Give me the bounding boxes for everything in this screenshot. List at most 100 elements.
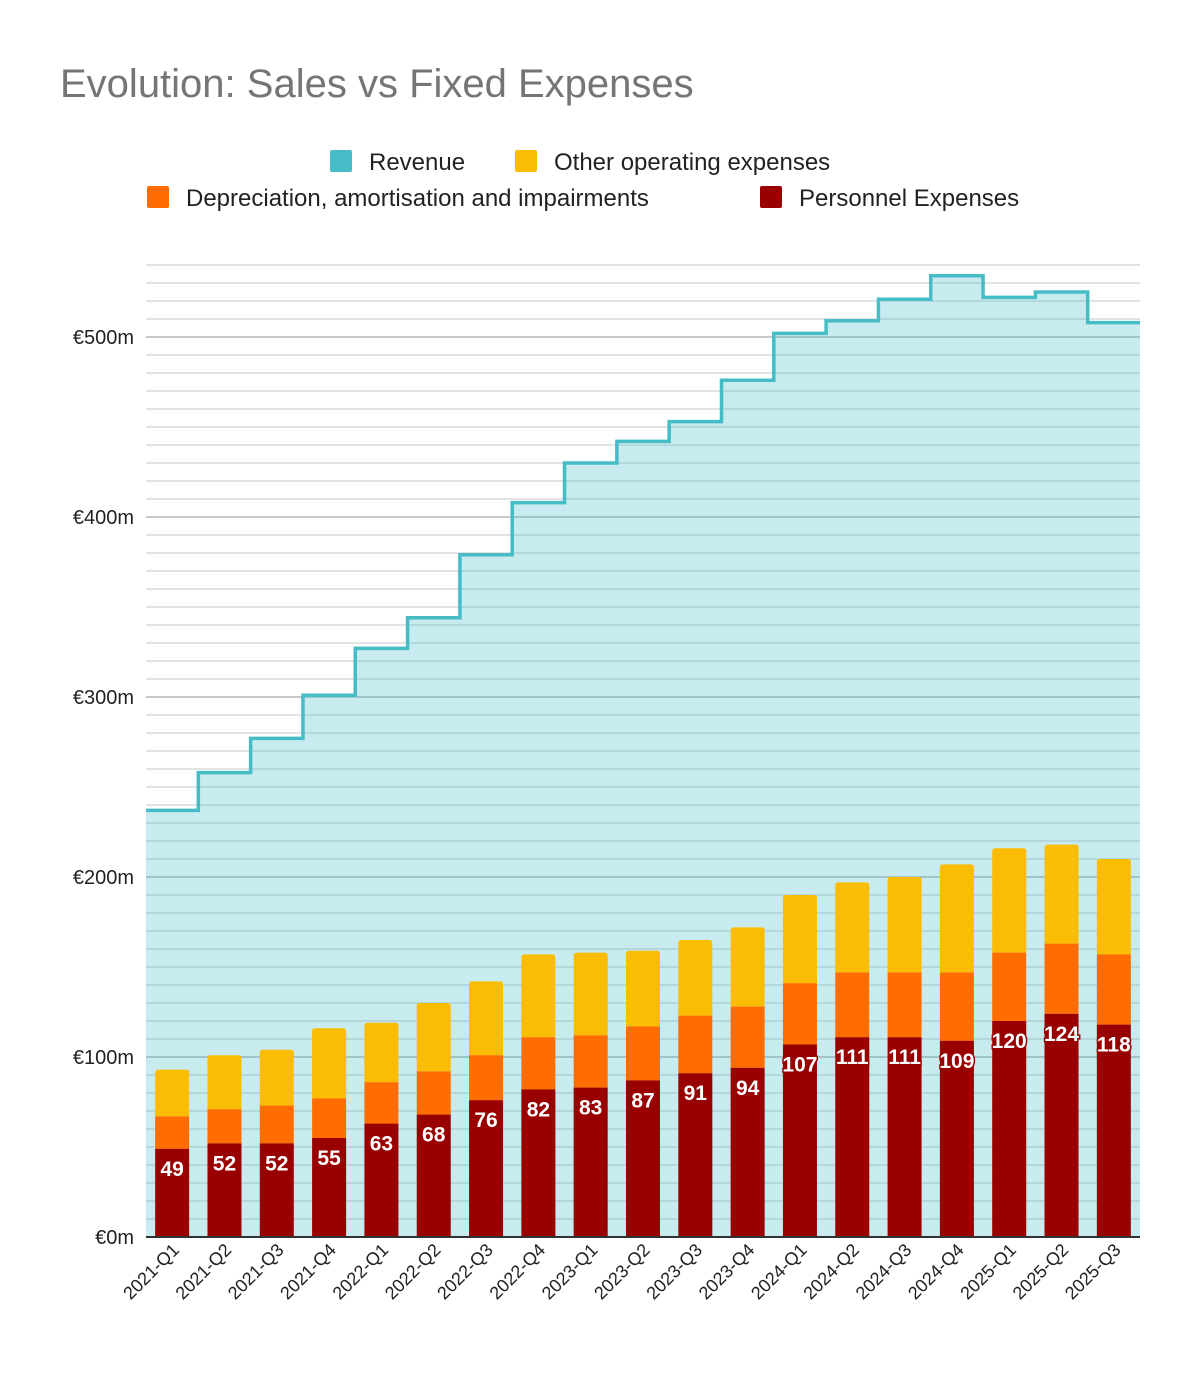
data-label: 91 bbox=[684, 1082, 708, 1105]
y-tick-label: €100m bbox=[73, 1047, 134, 1069]
bar-depreciation bbox=[730, 1006, 765, 1068]
data-label: 107 bbox=[782, 1053, 817, 1076]
bar-depreciation bbox=[782, 983, 817, 1045]
bar-depreciation bbox=[573, 1035, 608, 1088]
y-axis: €0m €100m €200m €300m €400m €500m bbox=[73, 327, 134, 1249]
bar-other-operating-expenses bbox=[992, 848, 1027, 953]
bars: 49 52 52 55 63 68 76 82 83 87 91 94 107 111 111 109 120 1… bbox=[155, 844, 1133, 1237]
bar-other-operating-expenses bbox=[469, 981, 504, 1056]
bar-depreciation bbox=[835, 972, 870, 1038]
bar-depreciation bbox=[416, 1071, 451, 1115]
x-tick-label: 2021-Q3 bbox=[224, 1240, 288, 1304]
x-tick-label: 2024-Q3 bbox=[852, 1240, 916, 1304]
bar-personnel-expenses bbox=[155, 1148, 190, 1237]
x-tick-label: 2022-Q4 bbox=[486, 1240, 550, 1304]
bar-personnel-expenses bbox=[521, 1089, 556, 1237]
bar-personnel-expenses bbox=[782, 1044, 817, 1237]
bar-depreciation bbox=[312, 1098, 347, 1138]
data-label: 52 bbox=[213, 1152, 236, 1175]
bar-personnel-expenses bbox=[259, 1143, 294, 1237]
bar-depreciation bbox=[207, 1109, 242, 1144]
legend-swatch bbox=[330, 150, 352, 172]
legend-label: Revenue bbox=[369, 149, 465, 176]
bar-depreciation bbox=[364, 1082, 399, 1124]
bar-personnel-expenses bbox=[992, 1021, 1027, 1237]
bar-personnel-expenses bbox=[1044, 1013, 1079, 1237]
legend-label: Depreciation, amortisation and impairmen… bbox=[186, 185, 649, 212]
data-label: 76 bbox=[474, 1109, 497, 1132]
data-label: 63 bbox=[370, 1133, 393, 1156]
bar-other-operating-expenses bbox=[730, 927, 765, 1007]
data-label: 118 bbox=[1097, 1034, 1131, 1057]
data-label: 68 bbox=[422, 1124, 446, 1147]
bar-personnel-expenses bbox=[364, 1123, 399, 1237]
y-tick-label: €400m bbox=[73, 507, 134, 529]
bar-other-operating-expenses bbox=[312, 1028, 347, 1099]
bar-depreciation bbox=[521, 1037, 556, 1090]
x-tick-label: 2023-Q1 bbox=[538, 1240, 602, 1304]
data-label: 55 bbox=[317, 1147, 341, 1170]
x-tick-label: 2024-Q4 bbox=[904, 1240, 968, 1304]
bar-other-operating-expenses bbox=[364, 1022, 399, 1083]
bar-personnel-expenses bbox=[573, 1087, 608, 1237]
bar-other-operating-expenses bbox=[678, 940, 713, 1016]
x-tick-label: 2023-Q3 bbox=[642, 1240, 706, 1304]
bar-depreciation bbox=[155, 1116, 190, 1149]
x-tick-label: 2022-Q1 bbox=[329, 1240, 393, 1304]
bar-depreciation bbox=[887, 972, 922, 1038]
bar-personnel-expenses bbox=[887, 1037, 922, 1237]
x-tick-label: 2025-Q3 bbox=[1061, 1240, 1125, 1304]
legend-label: Personnel Expenses bbox=[799, 185, 1019, 212]
bar-depreciation bbox=[1096, 954, 1131, 1025]
x-tick-label: 2021-Q2 bbox=[172, 1240, 236, 1304]
data-label: 83 bbox=[579, 1097, 602, 1120]
x-tick-label: 2024-Q1 bbox=[747, 1240, 811, 1304]
data-label: 94 bbox=[736, 1077, 760, 1100]
bar-personnel-expenses bbox=[678, 1073, 713, 1237]
chart-title: Evolution: Sales vs Fixed Expenses bbox=[60, 62, 694, 106]
bar-other-operating-expenses bbox=[1044, 844, 1079, 944]
data-label: 111 bbox=[836, 1046, 869, 1069]
data-label: 87 bbox=[631, 1089, 654, 1112]
bar-personnel-expenses bbox=[835, 1037, 870, 1237]
data-label: 49 bbox=[160, 1158, 183, 1181]
x-tick-label: 2023-Q4 bbox=[695, 1240, 759, 1304]
revenue-line bbox=[146, 274, 1140, 813]
bar-personnel-expenses bbox=[939, 1040, 974, 1237]
x-tick-label: 2024-Q2 bbox=[799, 1240, 863, 1304]
x-tick-label: 2023-Q2 bbox=[590, 1240, 654, 1304]
legend-label: Other operating expenses bbox=[554, 149, 830, 176]
bar-other-operating-expenses bbox=[155, 1069, 190, 1117]
bar-personnel-expenses bbox=[312, 1138, 347, 1237]
bar-depreciation bbox=[469, 1055, 504, 1101]
data-label: 109 bbox=[939, 1050, 974, 1073]
bar-depreciation bbox=[259, 1105, 294, 1144]
bar-depreciation bbox=[1044, 943, 1079, 1014]
y-tick-label: €0m bbox=[95, 1227, 134, 1249]
bar-other-operating-expenses bbox=[573, 952, 608, 1036]
legend-swatch bbox=[760, 186, 782, 208]
bar-other-operating-expenses bbox=[207, 1055, 242, 1110]
y-tick-label: €300m bbox=[73, 687, 134, 709]
bar-other-operating-expenses bbox=[259, 1049, 294, 1106]
data-label: 120 bbox=[992, 1030, 1027, 1053]
y-tick-label: €200m bbox=[73, 867, 134, 889]
x-tick-label: 2025-Q2 bbox=[1009, 1240, 1073, 1304]
x-tick-label: 2021-Q1 bbox=[119, 1240, 183, 1304]
bar-personnel-expenses bbox=[416, 1114, 451, 1237]
bar-personnel-expenses bbox=[626, 1080, 660, 1237]
data-label: 52 bbox=[265, 1152, 288, 1175]
bar-personnel-expenses bbox=[469, 1100, 504, 1237]
bar-personnel-expenses bbox=[207, 1143, 242, 1237]
bar-other-operating-expenses bbox=[1096, 859, 1131, 955]
bar-other-operating-expenses bbox=[416, 1003, 451, 1072]
y-tick-label: €500m bbox=[73, 327, 134, 349]
bar-depreciation bbox=[626, 1026, 660, 1081]
legend: Revenue Other operating expenses Depreciat… bbox=[147, 149, 1019, 212]
bar-other-operating-expenses bbox=[835, 882, 870, 973]
bar-other-operating-expenses bbox=[626, 950, 660, 1027]
bar-other-operating-expenses bbox=[939, 864, 974, 973]
x-tick-label: 2021-Q4 bbox=[276, 1240, 340, 1304]
bar-depreciation bbox=[939, 972, 974, 1041]
